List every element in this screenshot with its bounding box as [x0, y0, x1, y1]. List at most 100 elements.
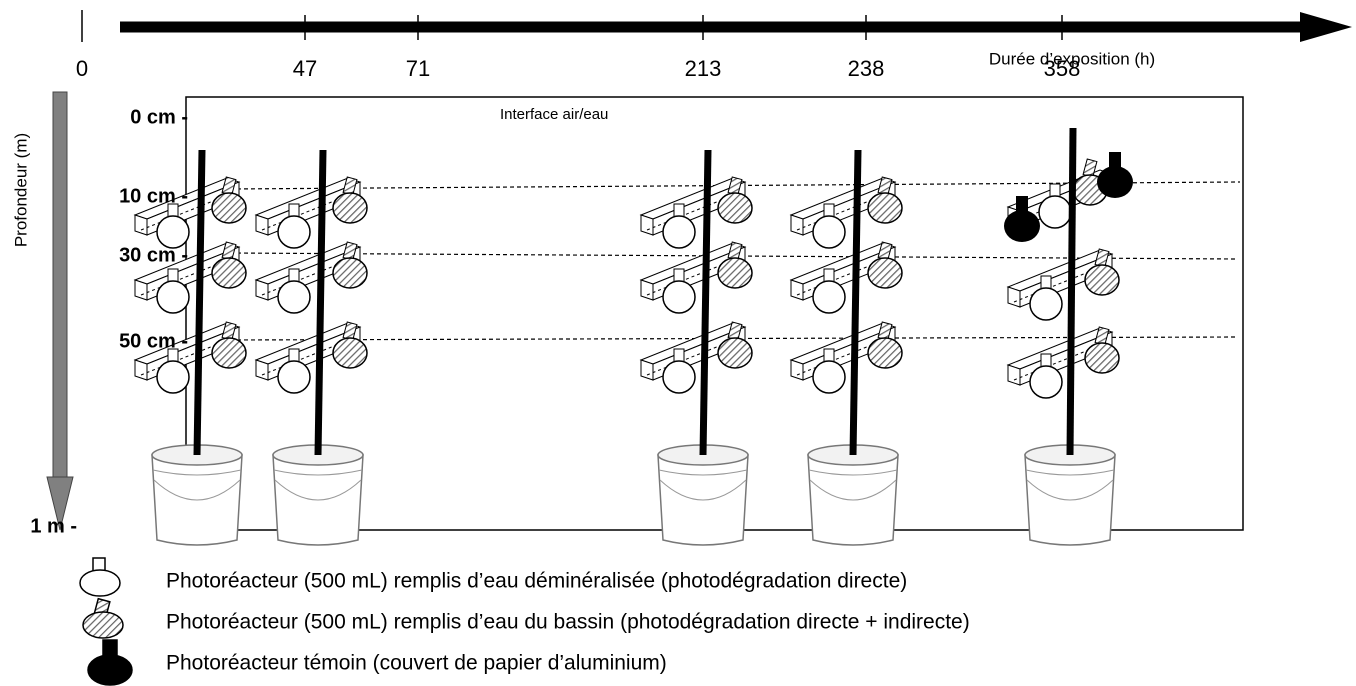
timeline-tick-label: 238	[848, 56, 885, 81]
timeline-tick-label: 358	[1044, 56, 1081, 81]
rack	[134, 279, 148, 301]
bucket-band	[1025, 469, 1115, 476]
rack-inner	[261, 337, 355, 376]
bottle-white	[662, 215, 696, 249]
rack-inner	[796, 257, 890, 296]
bottle-hatched	[332, 257, 368, 289]
bottle-hatched	[332, 337, 368, 369]
tab	[1016, 196, 1028, 214]
bottle-white	[1029, 365, 1063, 399]
rack	[790, 359, 804, 381]
bottle-control	[1004, 210, 1040, 242]
rig	[254, 149, 368, 546]
bucket-handle	[274, 479, 362, 501]
depth-label: 10 cm -	[119, 185, 188, 207]
rack-inner	[140, 337, 234, 376]
rack	[640, 359, 654, 381]
timeline-arrowhead	[1300, 12, 1352, 42]
pole	[314, 149, 327, 456]
bottle-white	[156, 280, 190, 314]
rack-inner	[796, 192, 890, 231]
legend-icons	[79, 557, 133, 686]
rack-inner	[261, 257, 355, 296]
depth-arrowhead	[46, 476, 74, 531]
bucket-handle	[659, 479, 747, 501]
bottle-hatched	[717, 192, 753, 224]
rack-inner	[646, 257, 740, 296]
rack	[255, 279, 269, 301]
rack	[134, 214, 148, 236]
depth-label: 50 cm -	[119, 330, 188, 352]
bottle-white	[277, 215, 311, 249]
bottle-white	[812, 360, 846, 394]
bottle-hatched	[717, 337, 753, 369]
bottle-hatched	[867, 337, 903, 369]
rig	[639, 149, 753, 546]
bottle-white	[277, 360, 311, 394]
bottle-hatched	[1084, 342, 1120, 374]
pole	[1066, 127, 1077, 456]
timeline-tick-label: 47	[293, 56, 317, 81]
bottle-white	[156, 360, 190, 394]
timeline-tick-label: 71	[406, 56, 430, 81]
rack-inner	[646, 337, 740, 376]
bottle-hatched	[1084, 264, 1120, 296]
pole	[699, 149, 712, 456]
timeline-tick-label: 213	[685, 56, 722, 81]
legend-text: Photoréacteur (500 mL) remplis d’eau du …	[166, 611, 970, 634]
rack	[640, 214, 654, 236]
timeline-title: Durée d’exposition (h)	[989, 49, 1155, 68]
rack-inner	[1013, 342, 1107, 381]
rack	[790, 214, 804, 236]
rack	[640, 279, 654, 301]
legend-text: Photoréacteur témoin (couvert de papier …	[166, 652, 667, 675]
bottle-hatched	[211, 337, 247, 369]
rack	[255, 359, 269, 381]
legend-text: Photoréacteur (500 mL) remplis d’eau dém…	[166, 570, 907, 593]
tab	[1109, 152, 1121, 170]
depth-label: 1 m -	[30, 515, 77, 537]
rack	[1007, 286, 1021, 308]
depth-title: Profondeur (m)	[11, 133, 30, 247]
bottle-control	[1097, 166, 1133, 198]
rack-inner	[796, 337, 890, 376]
bucket-handle	[1026, 479, 1114, 501]
bottle-white	[156, 215, 190, 249]
rack-inner	[140, 192, 234, 231]
rack	[255, 214, 269, 236]
bottle-white	[662, 360, 696, 394]
bottle-white	[277, 280, 311, 314]
rack	[790, 279, 804, 301]
pole	[849, 149, 862, 456]
bucket-band	[273, 469, 363, 476]
rack	[134, 359, 148, 381]
bucket-handle	[153, 479, 241, 501]
bottle-hatched	[867, 257, 903, 289]
bottle-white	[812, 215, 846, 249]
rack-inner	[261, 192, 355, 231]
rack-inner	[646, 192, 740, 231]
interface-label: Interface air/eau	[500, 106, 608, 123]
bottle-hatched	[211, 257, 247, 289]
bucket-band	[808, 469, 898, 476]
bottle-hatched	[867, 192, 903, 224]
bucket-handle	[809, 479, 897, 501]
depth-arrow	[52, 91, 68, 478]
bucket-band	[152, 469, 242, 476]
bottle-white	[812, 280, 846, 314]
rigs	[133, 127, 1133, 546]
bottle-white	[1029, 287, 1063, 321]
rig	[133, 149, 247, 546]
rack	[1007, 364, 1021, 386]
bottle-white	[1038, 195, 1072, 229]
pole	[193, 149, 206, 456]
timeline-tick-label: 0	[76, 56, 88, 81]
depth-label: 30 cm -	[119, 244, 188, 266]
rack-inner	[140, 257, 234, 296]
rig	[1004, 127, 1133, 546]
bottle-hatched	[332, 192, 368, 224]
bucket-band	[658, 469, 748, 476]
rig	[789, 149, 903, 546]
bottle-hatched	[717, 257, 753, 289]
